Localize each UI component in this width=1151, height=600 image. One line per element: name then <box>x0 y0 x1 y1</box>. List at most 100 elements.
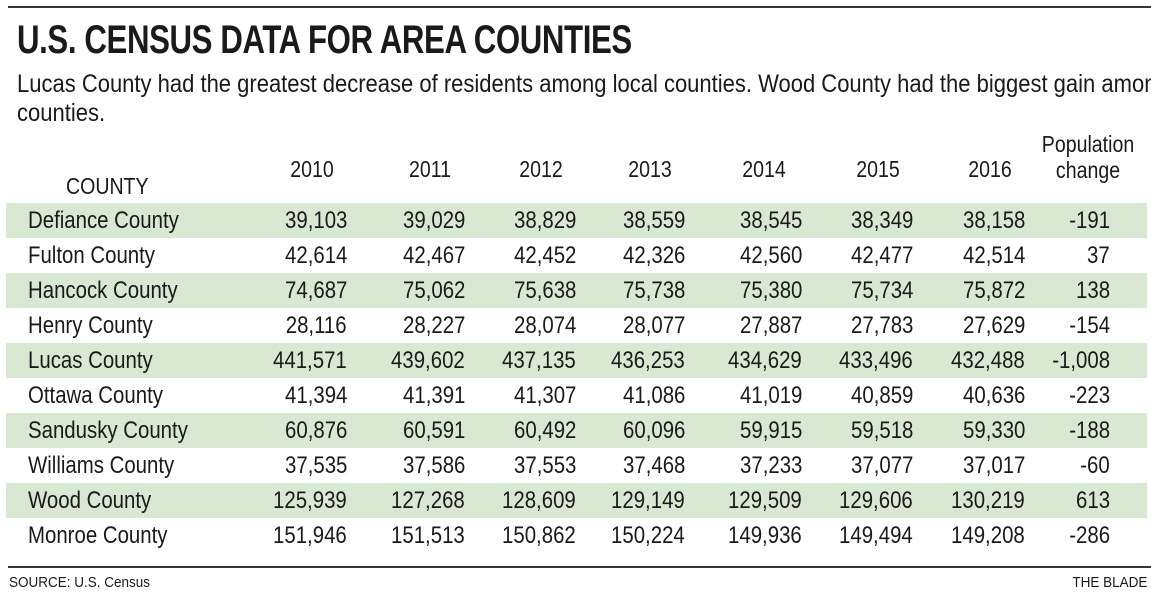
population-cell: 75,734 <box>850 277 913 304</box>
population-cell: 127,268 <box>391 487 465 514</box>
population-cell: 42,452 <box>513 242 576 269</box>
population-cell: 74,687 <box>284 277 347 304</box>
population-cell: 42,560 <box>739 242 802 269</box>
population-cell: 40,859 <box>850 382 913 409</box>
table-row: Monroe County 151,946 151,513 150,862 150,22… <box>6 518 1147 553</box>
population-cell: 27,887 <box>739 312 802 339</box>
source-note: SOURCE: U.S. Census <box>9 574 151 591</box>
population-cell: 149,936 <box>728 522 802 549</box>
population-cell: 59,518 <box>850 417 913 444</box>
column-header-year: 2013 <box>628 156 672 182</box>
population-cell: 149,208 <box>951 522 1025 549</box>
population-cell: 27,629 <box>962 312 1025 339</box>
population-cell: 42,467 <box>402 242 465 269</box>
county-name: Monroe County <box>28 522 168 549</box>
population-cell: 59,915 <box>739 417 802 444</box>
population-cell: 125,939 <box>273 487 347 514</box>
population-cell: 42,477 <box>850 242 913 269</box>
column-header-year: 2011 <box>408 156 452 182</box>
population-change-cell: 613 <box>1075 487 1110 514</box>
population-cell: 38,158 <box>962 207 1025 234</box>
population-cell: 59,330 <box>962 417 1025 444</box>
population-cell: 28,074 <box>513 312 576 339</box>
population-cell: 151,513 <box>391 522 465 549</box>
column-header-year: 2010 <box>290 156 334 182</box>
population-cell: 150,862 <box>502 522 576 549</box>
table-row: Wood County 125,939 127,268 128,609 129,149 1… <box>6 483 1147 518</box>
table-row: Sandusky County 60,876 60,591 60,492 60,096 5… <box>6 413 1147 448</box>
population-cell: 432,488 <box>951 347 1025 374</box>
population-change-cell: -188 <box>1069 417 1110 444</box>
table-row: Ottawa County 41,394 41,391 41,307 41,086 41,… <box>6 378 1147 413</box>
table-row: Williams County 37,535 37,586 37,553 37,468 3… <box>6 448 1147 483</box>
population-cell: 37,586 <box>402 452 465 479</box>
population-cell: 37,535 <box>284 452 347 479</box>
population-cell: 28,116 <box>286 312 347 339</box>
population-cell: 75,062 <box>402 277 465 304</box>
population-cell: 433,496 <box>839 347 913 374</box>
column-header-year: 2015 <box>856 156 900 182</box>
population-cell: 75,380 <box>739 277 802 304</box>
column-header-population-change: Population change <box>1041 131 1135 183</box>
population-cell: 38,559 <box>622 207 685 234</box>
table-row: Fulton County 42,614 42,467 42,452 42,326 42,… <box>6 238 1147 273</box>
population-cell: 39,029 <box>402 207 465 234</box>
subtitle: Lucas County had the greatest decrease o… <box>17 70 1151 127</box>
population-cell: 75,638 <box>513 277 576 304</box>
population-cell: 41,394 <box>284 382 347 409</box>
population-cell: 129,149 <box>611 487 685 514</box>
population-cell: 60,096 <box>622 417 685 444</box>
page-title: U.S. CENSUS DATA FOR AREA COUNTIES <box>17 18 632 62</box>
population-cell: 41,307 <box>513 382 576 409</box>
population-cell: 441,571 <box>273 347 347 374</box>
county-name: Williams County <box>28 452 175 479</box>
population-change-cell: -154 <box>1069 312 1110 339</box>
population-cell: 149,494 <box>839 522 913 549</box>
county-name: Henry County <box>28 312 153 339</box>
population-cell: 42,614 <box>284 242 347 269</box>
county-name: Sandusky County <box>28 417 188 444</box>
column-header-year: 2014 <box>742 156 786 182</box>
top-rule <box>8 6 1151 8</box>
population-cell: 60,492 <box>513 417 576 444</box>
column-header-year: 2016 <box>968 156 1012 182</box>
population-change-cell: -286 <box>1069 522 1110 549</box>
population-cell: 37,077 <box>850 452 913 479</box>
population-cell: 28,227 <box>402 312 465 339</box>
table-row: Defiance County 39,103 39,029 38,829 38,559 3… <box>6 203 1147 238</box>
county-name: Defiance County <box>28 207 179 234</box>
population-cell: 38,829 <box>513 207 576 234</box>
population-cell: 436,253 <box>611 347 685 374</box>
population-change-cell: 138 <box>1075 277 1110 304</box>
county-name: Ottawa County <box>28 382 163 409</box>
county-name: Lucas County <box>28 347 153 374</box>
population-cell: 39,103 <box>284 207 347 234</box>
population-cell: 28,077 <box>622 312 685 339</box>
population-change-cell: -60 <box>1080 452 1110 479</box>
population-cell: 41,019 <box>739 382 802 409</box>
population-cell: 151,946 <box>273 522 347 549</box>
table-row: Henry County 28,116 28,227 28,074 28,077 27,8… <box>6 308 1147 343</box>
population-cell: 42,326 <box>622 242 685 269</box>
population-cell: 130,219 <box>951 487 1025 514</box>
bottom-rule <box>8 566 1151 568</box>
population-cell: 60,591 <box>402 417 465 444</box>
population-change-cell: -223 <box>1069 382 1110 409</box>
population-cell: 41,086 <box>622 382 685 409</box>
county-name: Hancock County <box>28 277 178 304</box>
county-name: Fulton County <box>28 242 156 269</box>
population-cell: 41,391 <box>402 382 465 409</box>
population-cell: 75,738 <box>622 277 685 304</box>
table-row: Hancock County 74,687 75,062 75,638 75,738 75… <box>6 273 1147 308</box>
population-cell: 38,545 <box>739 207 802 234</box>
population-cell: 40,636 <box>962 382 1025 409</box>
population-change-cell: 37 <box>1087 242 1110 269</box>
table-row: Lucas County 441,571 439,602 437,135 436,253… <box>6 343 1147 378</box>
population-cell: 128,609 <box>502 487 576 514</box>
population-cell: 38,349 <box>850 207 913 234</box>
column-header-county: COUNTY <box>66 173 149 199</box>
population-cell: 437,135 <box>502 347 576 374</box>
population-cell: 150,224 <box>611 522 685 549</box>
population-cell: 129,606 <box>839 487 913 514</box>
credit: THE BLADE <box>1071 574 1147 591</box>
